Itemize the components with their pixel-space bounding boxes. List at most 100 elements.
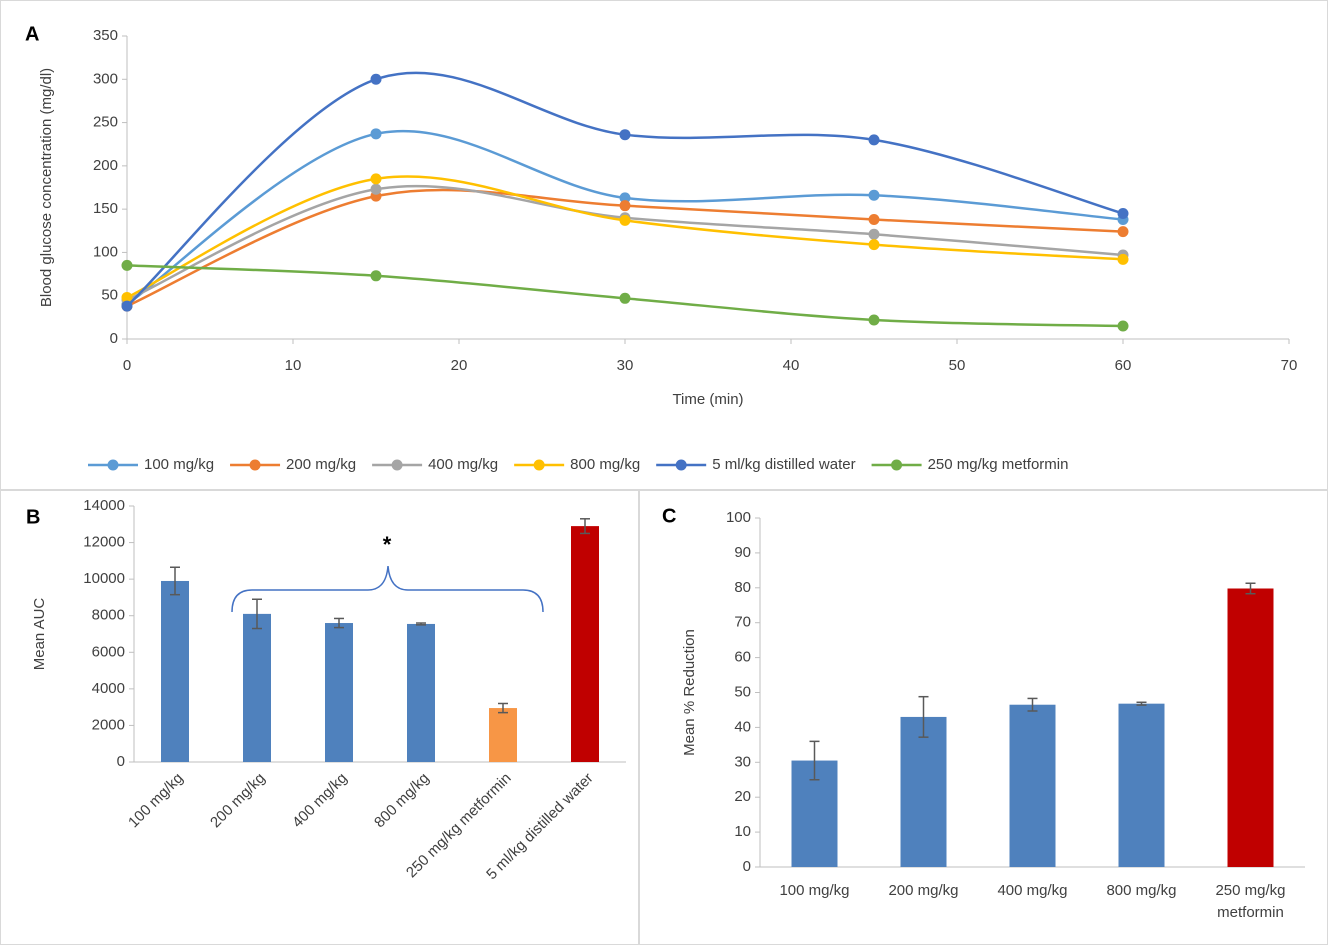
error-bar: [416, 622, 426, 626]
x-tick-label: 60: [1115, 357, 1132, 374]
y-tick-label: 200: [93, 157, 118, 174]
bar: [900, 716, 947, 867]
legend-marker: [391, 459, 403, 471]
y-tick-label: 60: [734, 649, 751, 666]
y-tick-label: 150: [93, 200, 118, 217]
significance-brace: [231, 565, 544, 613]
data-point: [121, 300, 133, 312]
y-tick-label: 90: [734, 544, 751, 561]
legend-label: 5 ml/kg distilled water: [712, 456, 855, 473]
data-point: [1117, 226, 1129, 238]
panel-label: C: [662, 505, 676, 527]
error-bar: [1245, 582, 1256, 595]
bar: [407, 623, 435, 762]
legend-label: 250 mg/kg metformin: [928, 456, 1069, 473]
y-tick-label: 50: [734, 683, 751, 700]
data-point: [619, 200, 631, 212]
bar: [1009, 704, 1056, 867]
y-tick-label: 12000: [83, 534, 125, 551]
bar: [243, 613, 271, 762]
error-bar: [170, 566, 180, 596]
error-bar: [334, 617, 344, 629]
y-tick-label: 0: [743, 858, 751, 875]
x-tick-label: 50: [949, 357, 966, 374]
x-tick-label: 40: [783, 357, 800, 374]
data-point: [121, 291, 133, 303]
x-tick-label: 200 mg/kg: [207, 770, 269, 832]
data-point: [868, 214, 880, 226]
bar: [1118, 703, 1165, 867]
panel-label: A: [25, 23, 39, 45]
series-line: [126, 129, 1124, 306]
data-point: [370, 270, 382, 282]
y-tick-label: 30: [734, 753, 751, 770]
error-bar: [498, 702, 508, 714]
bar: [489, 708, 517, 762]
y-tick-label: 100: [726, 509, 751, 526]
y-tick-label: 8000: [92, 607, 125, 624]
y-tick-label: 80: [734, 579, 751, 596]
data-point: [1117, 207, 1129, 219]
y-tick-label: 350: [93, 27, 118, 44]
y-tick-label: 4000: [92, 680, 125, 697]
error-bar: [918, 695, 929, 738]
legend-label: 400 mg/kg: [428, 456, 498, 473]
error-bar: [580, 518, 590, 535]
data-point: [868, 228, 880, 240]
y-tick-label: 300: [93, 70, 118, 87]
legend-label: 200 mg/kg: [286, 456, 356, 473]
data-point: [370, 173, 382, 185]
x-tick-label: 100 mg/kg: [779, 882, 849, 899]
data-point: [868, 189, 880, 201]
error-bar: [809, 740, 820, 781]
x-tick-label: 20: [451, 357, 468, 374]
x-tick-label: 400 mg/kg: [997, 882, 1067, 899]
legend-marker: [249, 459, 261, 471]
y-tick-label: 10: [734, 823, 751, 840]
annotation: *: [383, 532, 392, 557]
data-point: [370, 183, 382, 195]
x-tick-label: 800 mg/kg: [371, 770, 433, 832]
legend-marker: [675, 459, 687, 471]
data-point: [121, 259, 133, 271]
x-tick-label: 800 mg/kg: [1106, 882, 1176, 899]
panel-label: B: [26, 506, 40, 528]
x-tick-label: 100 mg/kg: [125, 770, 187, 832]
y-tick-label: 100: [93, 243, 118, 260]
legend-marker: [891, 459, 903, 471]
bar: [1227, 588, 1274, 867]
data-point: [619, 192, 631, 204]
y-tick-label: 20: [734, 788, 751, 805]
legend-label: 100 mg/kg: [144, 456, 214, 473]
y-tick-label: 2000: [92, 716, 125, 733]
x-tick-label: 10: [285, 357, 302, 374]
legend-label: 800 mg/kg: [570, 456, 640, 473]
error-bar: [1136, 701, 1147, 706]
data-point: [370, 128, 382, 140]
y-tick-label: 0: [117, 753, 125, 770]
x-tick-label: 70: [1281, 357, 1298, 374]
data-point: [868, 134, 880, 146]
legend-marker: [533, 459, 545, 471]
y-axis-label: Blood glucose concentration (mg/dl): [38, 68, 55, 307]
error-bar: [1027, 697, 1038, 712]
legend-marker: [107, 459, 119, 471]
data-point: [1117, 253, 1129, 265]
data-point: [1117, 320, 1129, 332]
data-point: [619, 214, 631, 226]
data-point: [619, 129, 631, 141]
x-tick-label: 0: [123, 357, 131, 374]
y-tick-label: 50: [101, 287, 118, 304]
data-point: [868, 239, 880, 251]
bar: [571, 526, 599, 762]
y-tick-label: 0: [110, 330, 118, 347]
bar: [325, 623, 353, 762]
y-tick-label: 70: [734, 614, 751, 631]
data-point: [619, 292, 631, 304]
series-line: [126, 71, 1124, 308]
data-point: [868, 314, 880, 326]
bar: [161, 580, 189, 762]
data-point: [370, 73, 382, 85]
x-tick-label: 30: [617, 357, 634, 374]
